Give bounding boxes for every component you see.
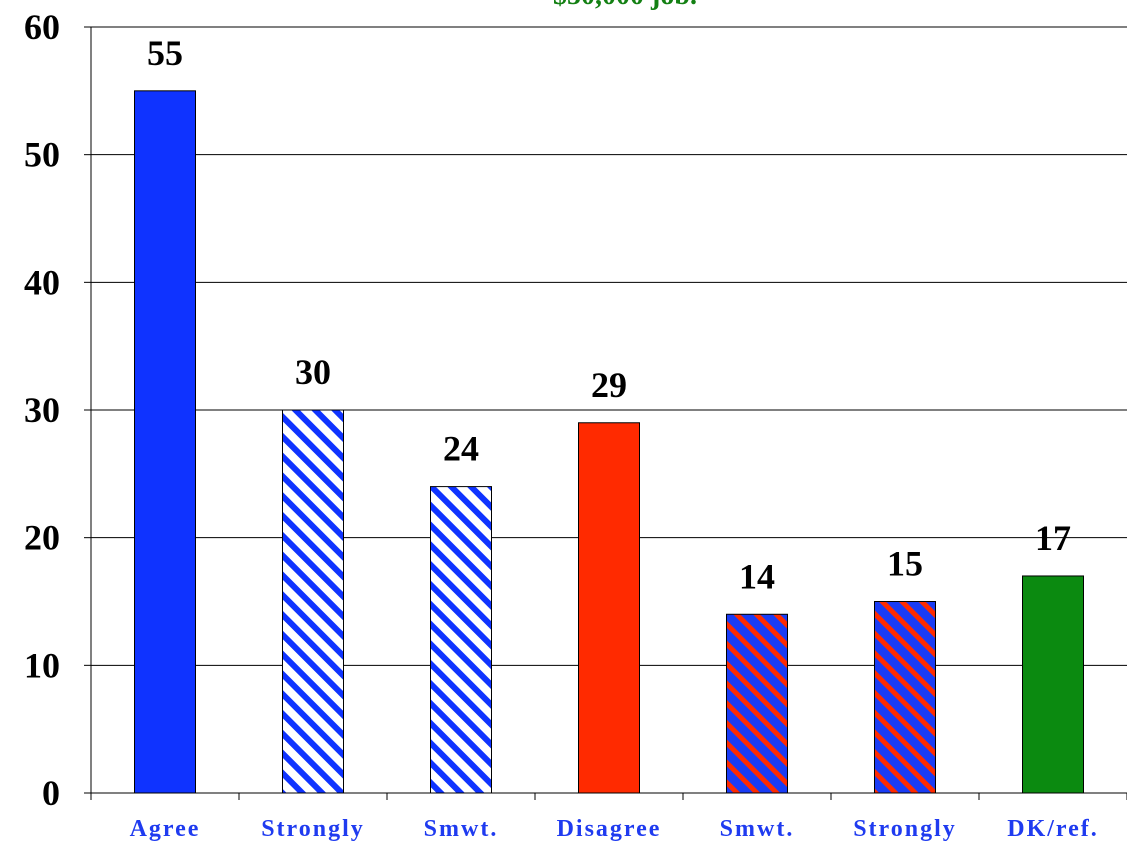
- y-tick-label: 30: [24, 390, 60, 430]
- value-label: 24: [443, 429, 479, 469]
- chart-title: $50,000 job.: [553, 0, 697, 11]
- x-category-label: Strongly: [261, 816, 365, 842]
- y-tick-label: 50: [24, 135, 60, 175]
- value-label: 15: [887, 544, 923, 584]
- y-tick-label: 60: [24, 7, 60, 47]
- bars: [134, 90, 1084, 794]
- bar-strongly: [282, 409, 344, 794]
- x-category-label: Agree: [130, 816, 201, 842]
- value-label: 17: [1035, 518, 1071, 558]
- x-category-label: Strongly: [853, 816, 957, 842]
- y-tick-labels: 0 10 20 30 40 50 60: [24, 7, 60, 813]
- x-category-label: Smwt.: [424, 816, 499, 842]
- bar-smwt-: [430, 486, 492, 794]
- y-tick-label: 40: [24, 262, 60, 302]
- x-category-label: Disagree: [557, 816, 662, 842]
- bar-strongly: [874, 601, 936, 794]
- category-labels: Agree Strongly Smwt. Disagree Smwt. Strongly D…: [130, 816, 1099, 842]
- bar-smwt-: [726, 613, 788, 794]
- value-label: 14: [739, 556, 775, 596]
- bar-dk-ref-: [1022, 575, 1084, 794]
- bar-disagree: [578, 422, 640, 794]
- y-tick-label: 10: [24, 645, 60, 685]
- value-label: 55: [147, 33, 183, 73]
- y-tick-label: 20: [24, 518, 60, 558]
- value-label: 30: [295, 352, 331, 392]
- x-category-label: Smwt.: [720, 816, 795, 842]
- gridlines: [91, 26, 1127, 666]
- value-labels: 55 30 24 29 14 15 17: [147, 33, 1071, 596]
- x-category-label: DK/ref.: [1007, 816, 1099, 842]
- value-label: 29: [591, 365, 627, 405]
- bar-agree: [134, 90, 196, 794]
- y-tick-label: 0: [42, 773, 60, 813]
